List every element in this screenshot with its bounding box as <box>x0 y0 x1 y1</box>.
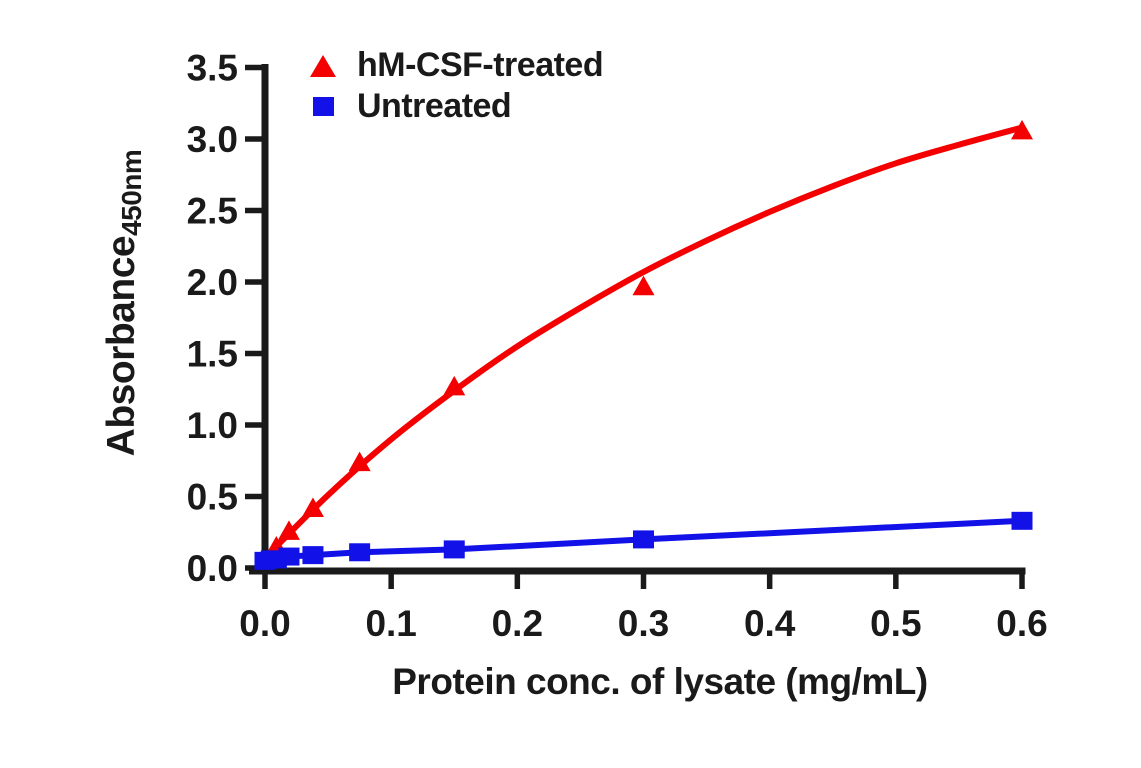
series-square <box>254 511 1033 570</box>
legend: hM-CSF-treated Untreated <box>303 45 604 127</box>
triangle-data-point <box>632 275 655 296</box>
legend-marker-box <box>303 97 343 116</box>
legend-entry-treated: hM-CSF-treated <box>303 45 604 86</box>
y-axis-title: Absorbance450nm <box>100 149 147 457</box>
triangle-data-point <box>443 375 466 396</box>
y-tick-label: 3.0 <box>187 119 238 160</box>
legend-label-treated: hM-CSF-treated <box>357 46 604 84</box>
legend-entry-untreated: Untreated <box>303 86 603 127</box>
tick-labels: 0.0 0.5 1.0 1.5 2.0 2.5 3.0 3.5 0.0 0.1 0.2 0.3 0.4 0… <box>187 48 1048 645</box>
x-axis-title: Protein conc. of lysate (mg/mL) <box>392 661 928 702</box>
y-axis-title-subscript: 450nm <box>116 149 147 236</box>
square-data-point <box>633 530 654 549</box>
treated-curve <box>262 124 1025 561</box>
x-tick-label: 0.5 <box>870 603 921 644</box>
x-tick-label: 0.3 <box>618 603 669 644</box>
data-series <box>254 119 1033 570</box>
legend-marker-box <box>303 54 343 77</box>
x-tick-label: 0.6 <box>996 603 1047 644</box>
square-data-point <box>1011 511 1033 530</box>
x-tick-label: 0.2 <box>492 603 543 644</box>
x-tick-label: 0.0 <box>239 603 290 644</box>
y-tick-label: 3.5 <box>187 48 238 89</box>
y-tick-label: 1.0 <box>187 405 238 446</box>
triangle-data-point <box>1011 119 1033 140</box>
y-tick-label: 2.0 <box>187 262 238 303</box>
square-marker-icon <box>312 97 334 116</box>
legend-label-untreated: Untreated <box>357 87 512 125</box>
triangle-data-point <box>301 497 324 517</box>
y-tick-label: 1.5 <box>187 334 238 375</box>
square-data-point <box>349 543 371 562</box>
y-tick-label: 2.5 <box>187 191 238 232</box>
y-axis-title-text: Absorbance <box>100 235 143 457</box>
y-tick-label: 0.5 <box>187 477 238 518</box>
series-triangle <box>262 119 1033 561</box>
square-data-point <box>443 540 465 559</box>
axes <box>245 64 1026 589</box>
triangle-data-point <box>277 520 300 540</box>
x-tick-label: 0.4 <box>744 603 796 644</box>
square-data-point <box>278 547 300 566</box>
y-tick-label: 0.0 <box>187 548 238 589</box>
x-tick-label: 0.1 <box>365 603 416 644</box>
triangle-marker-icon <box>310 54 336 77</box>
triangle-data-point <box>348 451 371 472</box>
square-data-point <box>302 546 324 565</box>
